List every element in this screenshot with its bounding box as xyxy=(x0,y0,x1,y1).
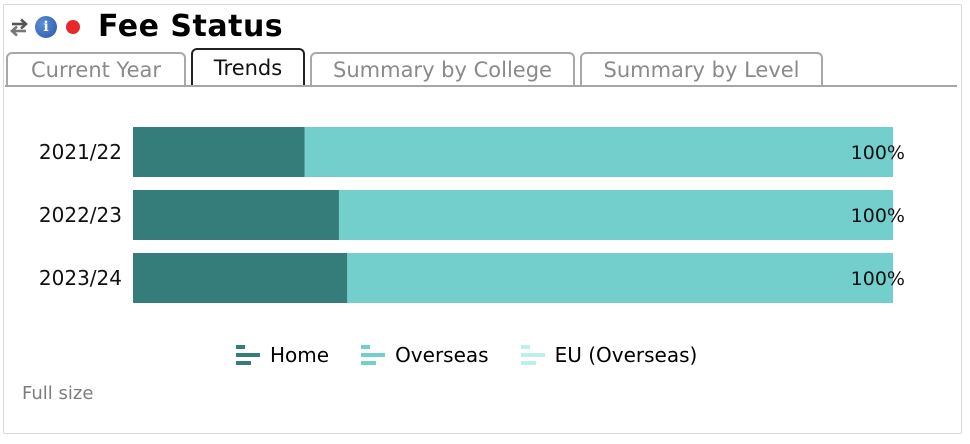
info-icon[interactable]: i xyxy=(35,16,57,38)
tab-summary-by-level[interactable]: Summary by Level xyxy=(580,52,823,86)
status-dot xyxy=(66,20,80,34)
bar-2021-22-overseas[interactable] xyxy=(304,127,893,177)
total-label-2021-22: 100% xyxy=(851,142,905,164)
legend-item-eu-overseas[interactable]: EU (Overseas) xyxy=(520,343,698,367)
category-label-2022-23: 2022/23 xyxy=(39,203,122,227)
legend-label-eu-overseas: EU (Overseas) xyxy=(554,343,698,367)
panel-header: i Fee Status xyxy=(8,9,283,45)
category-label-2021-22: 2021/22 xyxy=(39,140,122,164)
tab-underline xyxy=(5,85,957,87)
bar-2022-23-overseas[interactable] xyxy=(338,190,894,240)
legend-label-overseas: Overseas xyxy=(395,343,489,367)
chart-legend: Home Overseas EU (Overseas) xyxy=(236,340,729,370)
category-label-2023-24: 2023/24 xyxy=(39,266,122,290)
tab-summary-by-college[interactable]: Summary by College xyxy=(310,52,575,86)
total-label-2022-23: 100% xyxy=(851,205,905,227)
legend-item-home[interactable]: Home xyxy=(236,343,329,367)
total-label-2023-24: 100% xyxy=(851,268,905,290)
panel-title: Fee Status xyxy=(98,9,284,44)
legend-swatch-eu-overseas xyxy=(520,345,545,365)
tab-bar: Current Year Trends Summary by College S… xyxy=(6,48,828,86)
tab-trends[interactable]: Trends xyxy=(191,48,305,86)
bar-2023-24-overseas[interactable] xyxy=(347,253,893,303)
legend-swatch-overseas xyxy=(361,345,386,365)
refresh-icon[interactable] xyxy=(8,16,30,38)
bar-2022-23-home[interactable] xyxy=(133,190,339,240)
legend-swatch-home xyxy=(236,345,260,365)
fee-status-trends-chart: 2021/22 100% 2022/23 100% 2023/24 100% xyxy=(39,127,905,303)
legend-label-home: Home xyxy=(270,343,330,367)
tab-current-year[interactable]: Current Year xyxy=(6,52,186,86)
bar-2023-24-home[interactable] xyxy=(133,253,348,303)
bar-2021-22-home[interactable] xyxy=(133,127,305,177)
full-size-link[interactable]: Full size xyxy=(22,383,94,404)
legend-item-overseas[interactable]: Overseas xyxy=(361,343,489,367)
